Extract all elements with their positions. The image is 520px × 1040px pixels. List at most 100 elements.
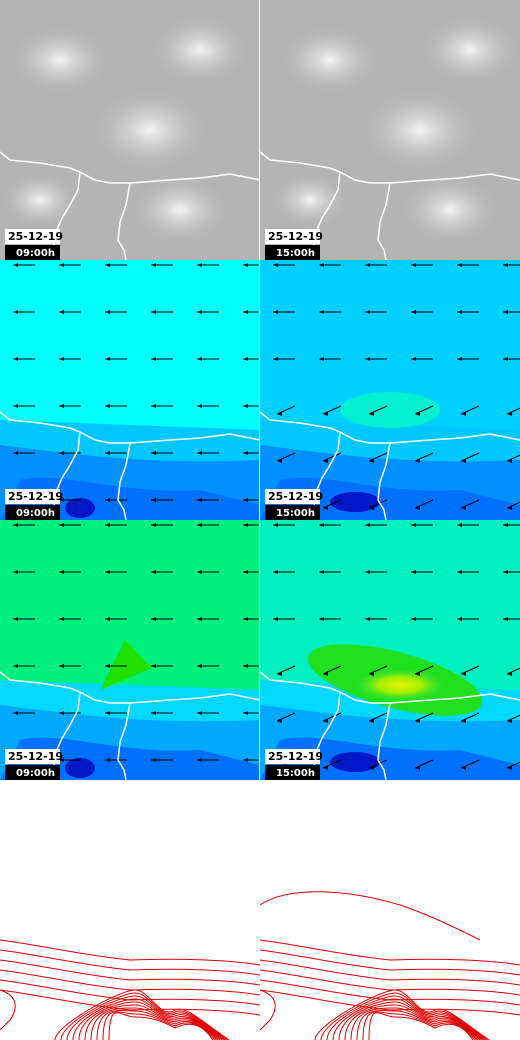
contour: [84, 1004, 221, 1040]
arrow-head: [319, 617, 324, 621]
arrow-head: [503, 263, 508, 267]
arrow-head: [59, 664, 64, 668]
arrow-head: [59, 263, 64, 267]
contour: [320, 992, 488, 1040]
arrow-head: [151, 404, 156, 408]
contour: [259, 969, 520, 996]
arrow-head: [457, 263, 462, 267]
contour: [108, 1012, 214, 1040]
arrow-head: [457, 570, 462, 574]
arrow-head: [151, 523, 156, 527]
contour: [78, 1001, 223, 1040]
arrow-head: [151, 570, 156, 574]
arrow-head: [273, 617, 278, 621]
wind-arrow: [414, 712, 434, 722]
time-box: [5, 765, 60, 780]
wind-arrow: [460, 712, 480, 722]
date-label: 25-12-19: [268, 490, 323, 503]
wind-arrow: [276, 405, 296, 415]
arrow-head: [105, 263, 110, 267]
date-box: [5, 229, 60, 244]
arrow-head: [197, 523, 202, 527]
map-panel: 25-12-19 09:00h: [0, 0, 261, 261]
arrow-head: [197, 711, 202, 715]
arrow-head: [461, 412, 466, 416]
patch: [340, 392, 440, 428]
arrow-head: [365, 570, 370, 574]
arrow-head: [59, 357, 64, 361]
arrow-head: [105, 357, 110, 361]
arrow-head: [277, 719, 282, 723]
date-label: 25-12-19: [268, 750, 323, 763]
arrow-head: [151, 451, 156, 455]
arrow-head: [13, 263, 18, 267]
contour: [0, 989, 16, 1031]
coastline: [0, 671, 261, 704]
date-box: [5, 749, 60, 764]
wind-arrow: [322, 665, 342, 675]
arrow-head: [13, 523, 18, 527]
wind-arrow: [460, 452, 480, 462]
cloud: [280, 25, 380, 95]
arrow-head: [197, 758, 202, 762]
contour: [338, 1001, 483, 1040]
arrow-head: [105, 310, 110, 314]
arrow-head: [243, 664, 248, 668]
wind-arrow: [276, 452, 296, 462]
contour: [54, 989, 230, 1040]
arrow-head: [411, 263, 416, 267]
arrow-head: [243, 451, 248, 455]
arrow-head: [415, 766, 420, 770]
arrow-head: [273, 263, 278, 267]
arrow-head: [411, 310, 416, 314]
arrow-head: [365, 523, 370, 527]
arrow-head: [323, 459, 328, 463]
arrow-head: [151, 310, 156, 314]
arrow-head: [273, 310, 278, 314]
arrow-head: [13, 404, 18, 408]
wind-arrow: [460, 405, 480, 415]
date-box: [265, 229, 320, 244]
coastline: [377, 442, 391, 521]
map-panel: 25-12-19 15:00h: [259, 520, 520, 781]
wind-arrow: [322, 759, 342, 769]
contour: [259, 979, 520, 1006]
band: [0, 737, 260, 780]
contour: [368, 1012, 474, 1040]
arrow-head: [105, 617, 110, 621]
arrow-head: [59, 451, 64, 455]
arrow-head: [277, 672, 282, 676]
time-label: 15:00h: [276, 768, 315, 779]
contour: [102, 1011, 216, 1040]
coastline: [117, 442, 131, 521]
arrow-head: [243, 711, 248, 715]
contour: [350, 1007, 479, 1040]
arrow-head: [319, 310, 324, 314]
time-box: [265, 245, 320, 260]
wind-arrow: [414, 405, 434, 415]
contour: [344, 1004, 481, 1040]
arrow-head: [415, 672, 420, 676]
arrow-head: [507, 459, 512, 463]
arrow-head: [243, 498, 248, 502]
arrow-head: [197, 664, 202, 668]
wind-arrow: [276, 712, 296, 722]
time-label: 15:00h: [276, 508, 315, 519]
arrow-head: [13, 570, 18, 574]
arrow-head: [273, 570, 278, 574]
contour: [259, 989, 276, 1031]
time-label: 09:00h: [16, 248, 55, 259]
arrow-head: [59, 498, 64, 502]
arrow-head: [197, 310, 202, 314]
arrow-head: [365, 310, 370, 314]
arrow-head: [277, 412, 282, 416]
arrow-head: [151, 711, 156, 715]
arrow-head: [243, 310, 248, 314]
arrow-head: [243, 523, 248, 527]
arrow-head: [151, 664, 156, 668]
arrow-head: [13, 711, 18, 715]
contour-panel: [0, 939, 261, 1040]
arrow-head: [59, 570, 64, 574]
arrow-head: [59, 758, 64, 762]
